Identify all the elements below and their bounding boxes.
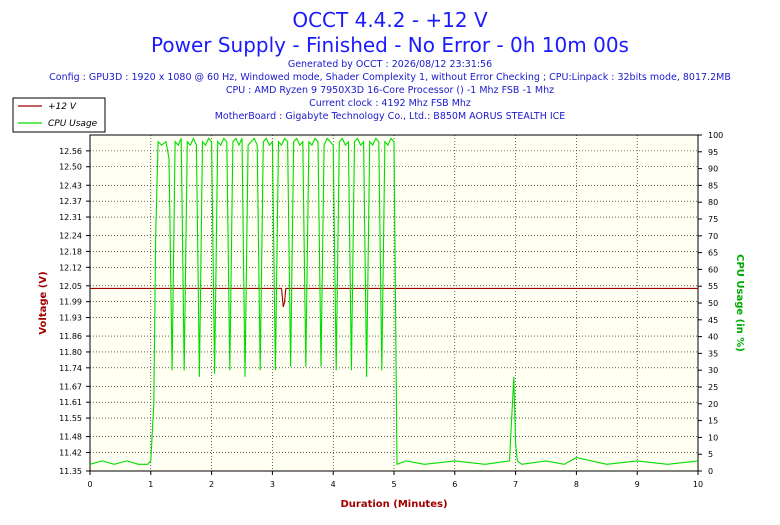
y-right-tick-label: 10 [708, 433, 718, 442]
y-left-tick-label: 12.18 [59, 247, 82, 256]
y-left-tick-label: 12.56 [59, 147, 82, 156]
x-tick-label: 9 [635, 480, 640, 489]
y-right-tick-label: 5 [708, 450, 713, 459]
y-right-tick-label: 40 [708, 333, 718, 342]
y-left-tick-label: 11.67 [59, 382, 82, 391]
series-group [89, 137, 699, 466]
y-right-tick-label: 60 [708, 265, 718, 274]
info-cpu: CPU : AMD Ryzen 9 7950X3D 16-Core Proces… [226, 85, 554, 96]
x-tick-label: 4 [331, 480, 336, 489]
legend-label-cpu-usage: CPU Usage [48, 119, 98, 129]
info-generated: Generated by OCCT : 2026/08/12 23:31:56 [288, 59, 492, 70]
y-right-tick-label: 25 [708, 383, 718, 392]
y-left-tick-label: 12.05 [59, 282, 82, 291]
x-tick-label: 2 [209, 480, 214, 489]
y-left-tick-label: 11.61 [59, 398, 82, 407]
y-left-tick-label: 11.55 [59, 414, 82, 423]
y-right-tick-label: 95 [708, 148, 718, 157]
series-line-cpu-usage [89, 137, 699, 466]
x-tick-label: 5 [391, 480, 396, 489]
y-left-tick-label: 11.74 [59, 364, 82, 373]
y-right-tick-label: 50 [708, 299, 718, 308]
y-right-tick-label: 20 [708, 400, 718, 409]
y-right-tick-label: 35 [708, 349, 718, 358]
y-right-tick-label: 100 [708, 131, 723, 140]
y-left-tick-label: 12.37 [59, 197, 82, 206]
y-right-tick-label: 70 [708, 232, 718, 241]
series-line-voltage [90, 287, 698, 308]
x-tick-label: 10 [693, 480, 703, 489]
y-right-axis-label: CPU Usage (in %) [734, 254, 745, 352]
x-tick-label: 0 [87, 480, 92, 489]
y-left-tick-label: 12.12 [59, 263, 82, 272]
x-tick-label: 6 [452, 480, 457, 489]
y-right-tick-label: 0 [708, 467, 713, 476]
y-left-tick-label: 11.93 [59, 314, 82, 323]
y-left-tick-label: 11.80 [59, 348, 82, 357]
y-left-tick-label: 12.50 [59, 163, 82, 172]
y-left-tick-label: 11.48 [59, 433, 82, 442]
x-tick-label: 3 [270, 480, 275, 489]
x-axis-label: Duration (Minutes) [340, 499, 447, 510]
y-left-tick-label: 11.86 [59, 332, 82, 341]
y-right-tick-label: 15 [708, 417, 718, 426]
y-left-axis-label: Voltage (V) [38, 271, 49, 334]
ticks: 0 1 2 3 4 5 6 7 8 9 1011.3511.4211.4811.5511.6111.… [59, 131, 723, 489]
y-right-tick-label: 80 [708, 198, 718, 207]
y-left-tick-label: 12.24 [59, 232, 82, 241]
chart-subtitle: Power Supply - Finished - No Error - 0h … [151, 33, 629, 57]
y-right-tick-label: 75 [708, 215, 718, 224]
chart-title: OCCT 4.4.2 - +12 V [292, 8, 488, 32]
y-right-tick-label: 45 [708, 316, 718, 325]
info-clock: Current clock : 4192 Mhz FSB Mhz [309, 98, 471, 109]
legend-box [12, 97, 106, 133]
info-motherboard: MotherBoard : Gigabyte Technology Co., L… [215, 111, 566, 122]
y-left-tick-label: 12.43 [59, 181, 82, 190]
x-tick-label: 8 [574, 480, 579, 489]
legend: +12 V CPU Usage [12, 97, 106, 133]
y-left-tick-label: 11.42 [59, 448, 82, 457]
info-config: Config : GPU3D : 1920 x 1080 @ 60 Hz, Wi… [49, 72, 731, 83]
y-right-tick-label: 65 [708, 249, 718, 258]
y-left-tick-label: 11.35 [59, 467, 82, 476]
y-right-tick-label: 90 [708, 165, 718, 174]
legend-label-voltage: +12 V [48, 102, 77, 112]
x-tick-label: 7 [513, 480, 518, 489]
y-right-tick-label: 85 [708, 181, 718, 190]
y-left-tick-label: 11.99 [59, 298, 82, 307]
y-left-tick-label: 12.31 [59, 213, 82, 222]
y-right-tick-label: 55 [708, 282, 718, 291]
y-right-tick-label: 30 [708, 366, 718, 375]
x-tick-label: 1 [148, 480, 153, 489]
